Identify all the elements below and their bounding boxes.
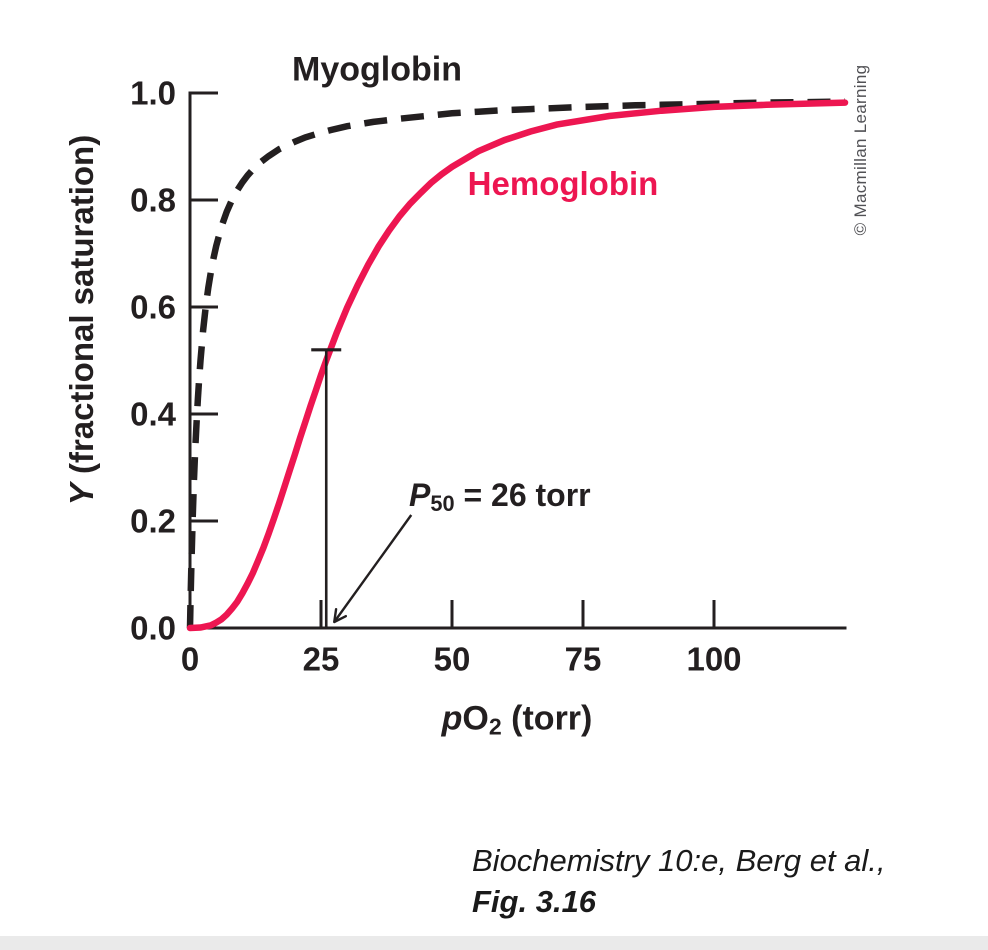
citation-figure-number: Fig. 3.16	[472, 884, 597, 919]
hemoglobin-curve	[186, 99, 849, 632]
p50-value-text: = 26 torr	[454, 477, 591, 513]
myoglobin-curve	[186, 98, 846, 629]
p50-subscript: 50	[430, 490, 455, 516]
y-axis-tick-marks	[190, 91, 218, 523]
y-axis-title: Y (fractional saturation)	[63, 134, 100, 506]
x-axis-title: pO2 (torr)	[441, 699, 593, 740]
myoglobin-curve-label: Myoglobin	[292, 50, 462, 89]
x-tick-label: 25	[302, 640, 340, 678]
x-tick-label: 0	[180, 640, 200, 678]
x-tick-label: 50	[433, 640, 471, 678]
p50-annotation-arrow	[333, 514, 413, 624]
p50-annotation-label: P50 = 26 torr	[409, 477, 591, 516]
y-axis-symbol: Y	[63, 483, 100, 506]
p50-symbol: P	[409, 477, 431, 513]
citation-source-line: Biochemistry 10:e, Berg et al.,	[472, 843, 886, 878]
x-axis-symbol: p	[441, 699, 463, 738]
y-tick-label: 0.2	[130, 502, 176, 540]
y-tick-label: 1.0	[130, 74, 176, 112]
y-tick-label: 0.4	[130, 395, 176, 433]
y-tick-label: 0.8	[130, 181, 176, 219]
x-tick-label: 100	[686, 640, 742, 678]
hemoglobin-curve-label: Hemoglobin	[467, 165, 659, 202]
y-tick-label: 0.0	[130, 609, 176, 647]
bottom-edge-strip	[0, 936, 988, 950]
x-tick-label: 75	[564, 640, 602, 678]
y-tick-label: 0.6	[130, 288, 176, 326]
x-axis-tick-marks	[319, 600, 716, 628]
citation: Biochemistry 10:e, Berg et al., Fig. 3.1…	[472, 840, 886, 922]
publisher-credit: © Macmillan Learning	[851, 64, 870, 236]
